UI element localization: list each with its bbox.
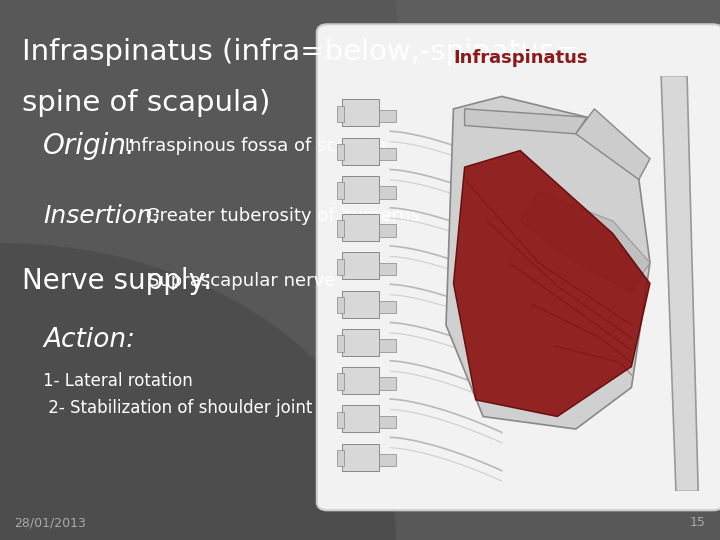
Bar (379, 186, 396, 199)
Bar (342, 176, 379, 203)
Bar (379, 262, 396, 275)
Polygon shape (454, 151, 650, 416)
Bar (337, 182, 344, 199)
Bar (337, 373, 344, 390)
Bar (342, 443, 379, 470)
Bar (342, 367, 379, 394)
Polygon shape (464, 109, 587, 134)
Polygon shape (446, 96, 650, 429)
Text: spine of scapula): spine of scapula) (22, 89, 270, 117)
Text: Infraspinatus: Infraspinatus (453, 49, 588, 66)
FancyBboxPatch shape (317, 24, 720, 510)
Text: 15: 15 (690, 516, 706, 529)
Bar (379, 148, 396, 160)
Bar (379, 454, 396, 467)
Bar (342, 99, 379, 126)
Polygon shape (661, 76, 698, 491)
Circle shape (396, 0, 720, 243)
Bar (337, 297, 344, 313)
Text: Action:: Action: (43, 327, 135, 353)
Bar (342, 138, 379, 165)
Circle shape (0, 243, 396, 540)
Text: Insertion:: Insertion: (43, 204, 161, 228)
Bar (337, 105, 344, 122)
Text: Suprascapular nerve: Suprascapular nerve (148, 272, 335, 290)
Bar (337, 220, 344, 237)
Bar (379, 377, 396, 390)
Bar (337, 259, 344, 275)
Text: Origin:: Origin: (43, 132, 137, 160)
Bar (342, 214, 379, 241)
Bar (342, 252, 379, 279)
Text: Greater tuberosity of humerus: Greater tuberosity of humerus (140, 207, 420, 225)
Text: Infraspinatus (infra=below,-spinatus=: Infraspinatus (infra=below,-spinatus= (22, 38, 578, 66)
Text: Nerve supply:: Nerve supply: (22, 267, 212, 295)
Text: 2- Stabilization of shoulder joint: 2- Stabilization of shoulder joint (43, 399, 312, 417)
Bar (337, 144, 344, 160)
Bar (342, 291, 379, 318)
Bar (342, 329, 379, 356)
Text: Infraspinous fossa of scapula: Infraspinous fossa of scapula (119, 137, 387, 155)
Bar (379, 416, 396, 428)
Polygon shape (521, 192, 650, 292)
Bar (337, 411, 344, 428)
Bar (337, 335, 344, 352)
Bar (337, 450, 344, 467)
Bar (379, 225, 396, 237)
Text: 28/01/2013: 28/01/2013 (14, 516, 86, 529)
Bar (379, 301, 396, 313)
Text: 1- Lateral rotation: 1- Lateral rotation (43, 372, 193, 390)
Bar (379, 110, 396, 122)
Bar (342, 406, 379, 433)
Bar (379, 339, 396, 352)
Polygon shape (576, 109, 650, 179)
